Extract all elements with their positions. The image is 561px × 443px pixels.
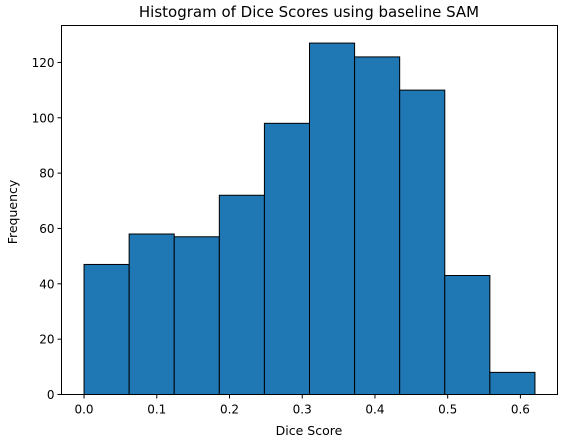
x-tick-label: 0.1 (147, 403, 166, 417)
y-tick-label: 0 (47, 388, 55, 402)
plot-frame (61, 25, 558, 395)
x-tick-label: 0.5 (438, 403, 457, 417)
y-tick-label: 20 (39, 333, 54, 347)
y-tick-label: 100 (32, 111, 55, 125)
y-axis-ticks: 0 20 40 60 80 100 120 (32, 56, 62, 402)
x-tick-label: 0.3 (293, 403, 312, 417)
histogram-bar (173, 236, 220, 395)
x-tick-label: 0.6 (511, 403, 530, 417)
x-tick-label: 0.2 (220, 403, 239, 417)
x-tick-label: 0.0 (74, 403, 93, 417)
x-axis-ticks: 0.0 0.1 0.2 0.3 0.4 0.5 0.6 (74, 394, 530, 417)
histogram-bar (354, 56, 401, 396)
y-axis-label: Frequency (5, 179, 20, 244)
histogram-bar (83, 263, 130, 395)
y-tick-label: 60 (39, 222, 54, 236)
chart-title: Histogram of Dice Scores using baseline … (139, 3, 479, 21)
histogram-bar (263, 122, 310, 395)
x-axis-label: Dice Score (276, 423, 343, 438)
histogram-bar (309, 42, 356, 395)
histogram-bar (489, 371, 536, 395)
histogram-bar (128, 233, 175, 395)
y-tick-label: 40 (39, 277, 54, 291)
histogram-bar (218, 194, 265, 395)
histogram-bar (399, 89, 446, 396)
y-tick-label: 80 (39, 167, 54, 181)
bars-group (83, 42, 536, 396)
y-tick-label: 120 (32, 56, 55, 70)
histogram-bar (444, 275, 491, 395)
x-tick-label: 0.4 (365, 403, 384, 417)
